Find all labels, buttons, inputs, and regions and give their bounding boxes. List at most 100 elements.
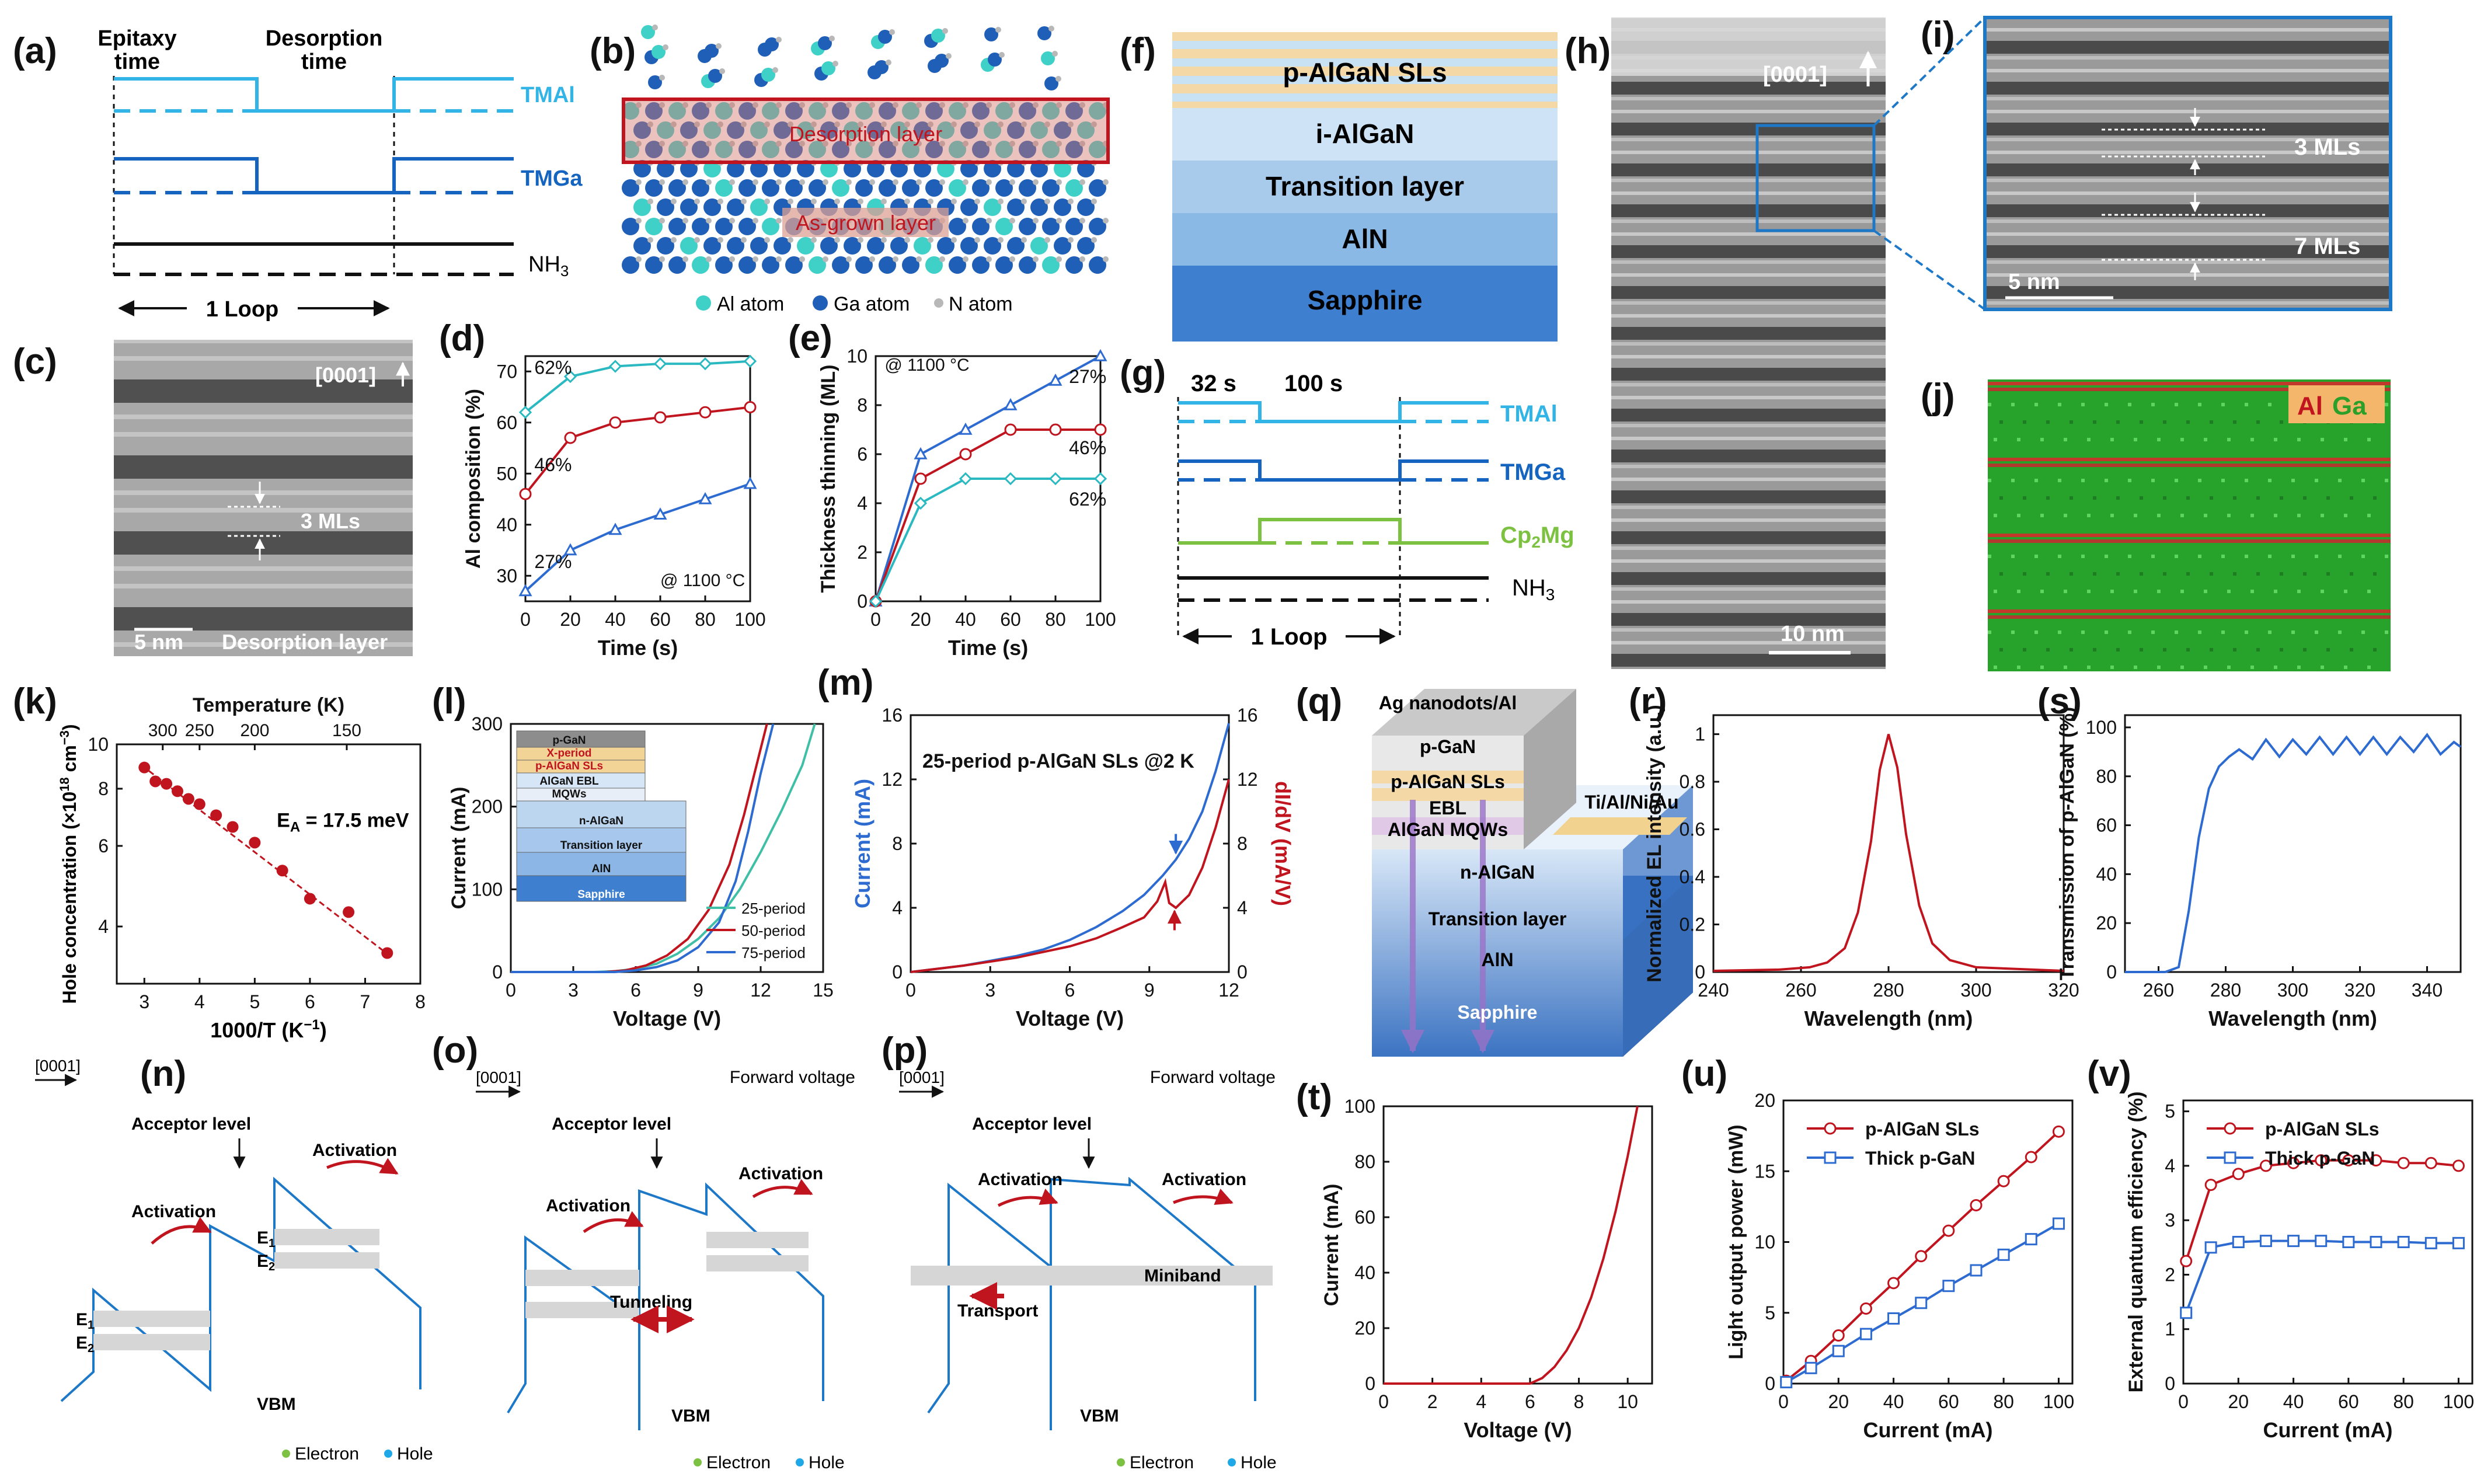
series-label-27: 27%	[534, 551, 572, 572]
n-atom	[881, 121, 887, 127]
al-atom	[984, 198, 1001, 216]
data-point	[2224, 1122, 2236, 1135]
desorbed-n-atom	[995, 27, 1001, 33]
layer-sapphire: Sapphire	[1308, 285, 1423, 315]
al-atom-legend: Al atom	[717, 293, 784, 315]
ga-atom	[785, 141, 803, 158]
x-tick-label: 100	[734, 609, 765, 630]
y2-tick-label: 0	[1237, 962, 1248, 983]
legend-label: 25-period	[741, 900, 806, 917]
n-atom	[998, 198, 1004, 204]
ga-atom	[914, 160, 931, 177]
ga-atom	[703, 198, 721, 216]
n-atom	[1068, 237, 1074, 243]
al-atom	[1042, 256, 1060, 274]
x-tick-label: 3	[985, 980, 995, 1001]
data-point	[161, 778, 173, 790]
x-tick-label: 6	[1065, 980, 1075, 1001]
data-point	[2342, 1236, 2355, 1248]
n-atom	[764, 198, 770, 204]
x-tick-label: 0	[905, 980, 916, 1001]
inset-layer	[516, 875, 687, 902]
ga-atom	[657, 237, 674, 255]
y-axis-label: Light output power (mW)	[1725, 1124, 1747, 1359]
ga-atom	[738, 141, 756, 158]
top-axis-label: Temperature (K)	[193, 694, 344, 716]
panel-p-band: [0001] Forward voltage Miniband Acceptor…	[899, 1068, 1277, 1472]
desorbed-n-atom	[889, 29, 895, 35]
data-point	[172, 785, 183, 797]
data-point	[744, 401, 757, 413]
n-atom	[974, 198, 980, 204]
inset-layer	[516, 852, 687, 876]
ga-atom	[622, 256, 639, 274]
data-point	[2232, 1236, 2245, 1248]
ga-atom	[1089, 179, 1106, 197]
ga-atom	[972, 256, 990, 274]
n-atom	[916, 256, 922, 262]
panel-label-p: (p)	[882, 1030, 928, 1071]
data-point	[869, 594, 883, 608]
ga-atom	[820, 237, 838, 255]
n-atom	[1033, 256, 1039, 262]
data-point	[210, 809, 222, 821]
plot-frame	[2124, 714, 2462, 973]
layer-i-algan: i-AlGaN	[1316, 119, 1415, 149]
ga-atom	[668, 179, 686, 197]
n-atom	[799, 102, 805, 108]
desorption-label-2: time	[301, 50, 347, 74]
desorbed-ga-atom	[984, 27, 998, 41]
y-tick-label: 50	[496, 463, 517, 484]
data-point	[518, 406, 532, 419]
y-tick-label: 0.8	[1680, 771, 1705, 792]
ga-atom	[645, 102, 663, 120]
series-line-thick-p-gan	[2185, 1239, 2459, 1314]
ga-atom	[867, 237, 884, 255]
x-tick-label: 10	[1617, 1391, 1638, 1412]
x-tick-label: 0	[506, 980, 516, 1001]
data-point	[2397, 1156, 2410, 1169]
desorbed-ga-atom	[935, 54, 949, 68]
x-tick-label: 3	[139, 991, 149, 1012]
data-point	[2342, 1154, 2355, 1167]
ga-atom	[762, 179, 779, 197]
x-tick-label: 20	[1828, 1391, 1849, 1412]
plot-frame	[1382, 1105, 1653, 1385]
ga-atom	[738, 102, 756, 120]
ga-atom	[902, 179, 919, 197]
n-acceptor: Acceptor level	[131, 1114, 251, 1134]
y-axis-label: Al composition (%)	[462, 389, 485, 569]
al-atom	[703, 160, 721, 177]
x-tick-label: 0	[870, 609, 881, 630]
al-atom	[844, 121, 861, 139]
o-electron: Electron	[706, 1453, 771, 1472]
n-atom	[858, 198, 863, 204]
n-atom	[706, 179, 712, 185]
ga-atom	[914, 121, 931, 139]
data-point	[2204, 1241, 2217, 1254]
n-direction: [0001]	[35, 1057, 81, 1075]
al-atom	[1054, 160, 1071, 177]
chart-u: 0 20 40 60 80 100 0 5 10 15 20 Current (mA) Light ou…	[1725, 1090, 2074, 1442]
n-atom	[928, 237, 933, 243]
data-point	[193, 798, 205, 810]
n-atom	[659, 256, 665, 262]
al-atom	[855, 102, 873, 120]
x-axis-label: Voltage (V)	[1464, 1418, 1572, 1442]
al-atom	[984, 121, 1001, 139]
x-tick-label: 280	[2210, 980, 2241, 1001]
ga-atom	[657, 160, 674, 177]
n-atom	[752, 102, 758, 108]
panel-label-u: (u)	[1681, 1054, 1727, 1094]
n-atom	[1033, 179, 1039, 185]
n-atom	[846, 256, 852, 262]
ga-atom	[855, 256, 873, 274]
ga-atom	[844, 160, 861, 177]
g-loop-label: 1 Loop	[1250, 624, 1327, 650]
ga-atom	[1065, 102, 1083, 120]
data-point	[743, 354, 757, 368]
data-point	[563, 543, 577, 556]
n-atom	[741, 237, 747, 243]
data-point	[2052, 1125, 2065, 1138]
n-atom	[1068, 121, 1074, 127]
